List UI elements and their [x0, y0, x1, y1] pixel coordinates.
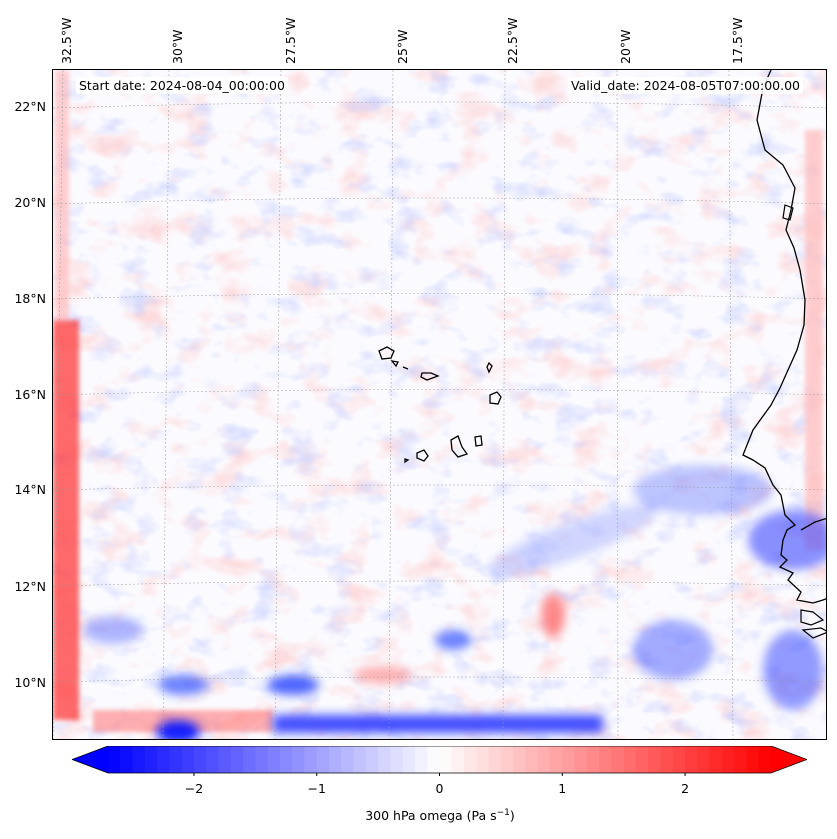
colorbar-segment — [635, 746, 649, 773]
africa-coastline — [742, 70, 826, 604]
colorbar-label-suffix: ) — [509, 808, 515, 824]
colorbar-label-exponent: −1 — [496, 808, 510, 818]
longitude-label: 17.5°W — [730, 17, 745, 64]
longitude-label: 20°W — [618, 29, 633, 64]
colorbar-segment — [218, 746, 232, 773]
colorbar-segment — [243, 746, 256, 773]
colorbar-segment — [181, 746, 195, 773]
colorbar-segment — [611, 746, 625, 773]
colorbar-segment — [672, 746, 686, 773]
colorbar-segment — [513, 746, 527, 773]
colorbar-segment — [623, 746, 637, 773]
colorbar-segment — [427, 746, 441, 773]
longitude-label: 25°W — [395, 29, 410, 64]
colorbar-segment — [697, 746, 711, 773]
longitude-label: 32.5°W — [59, 17, 74, 64]
colorbar-tick-label: 0 — [435, 781, 444, 796]
colorbar-label: 300 hPa omega (Pa s−1) — [0, 808, 837, 823]
map-panel — [52, 69, 827, 740]
valid-date-label: Valid_date: 2024-08-05T07:00:00.00 — [567, 77, 803, 94]
colorbar-extend-min — [72, 746, 109, 773]
latitude-label: 14°N — [14, 482, 46, 497]
colorbar-segment — [464, 746, 477, 773]
colorbar-segment — [709, 746, 723, 773]
colorbar-segment — [414, 746, 428, 773]
colorbar-segment — [353, 746, 367, 773]
colorbar-segment — [734, 746, 748, 773]
colorbar-segment — [144, 746, 158, 773]
latitude-label: 10°N — [14, 675, 46, 690]
colorbar-segment — [157, 746, 170, 773]
colorbar-segment — [108, 746, 121, 773]
colorbar-segment — [341, 746, 355, 773]
start-date-label: Start date: 2024-08-04_00:00:00 — [76, 77, 288, 94]
latitude-label: 22°N — [14, 99, 46, 114]
colorbar-segment — [316, 746, 330, 773]
colorbar-segment — [648, 746, 662, 773]
longitude-label: 30°W — [170, 29, 185, 64]
colorbar-segment — [193, 746, 207, 773]
latitude-label: 18°N — [14, 291, 46, 306]
colorbar-segment — [451, 746, 465, 773]
colorbar-segment — [574, 746, 588, 773]
cape-verde-islands — [378, 346, 502, 464]
longitude-label: 27.5°W — [283, 17, 298, 64]
colorbar-segment — [120, 746, 134, 773]
colorbar-label-text: 300 hPa omega (Pa s — [365, 808, 497, 824]
colorbar-segment — [132, 746, 146, 773]
graticule — [53, 70, 826, 739]
colorbar-extend-max — [770, 746, 807, 773]
colorbar-segment — [329, 746, 342, 773]
colorbar-segment — [402, 746, 416, 773]
coastal-islands — [782, 204, 826, 639]
colorbar-segment — [279, 746, 293, 773]
colorbar-segment — [758, 746, 772, 773]
colorbar-segment — [378, 746, 391, 773]
colorbar-segment — [586, 746, 600, 773]
latitude-label: 20°N — [14, 195, 46, 210]
omega-field — [53, 70, 826, 739]
colorbar-outline — [72, 746, 807, 774]
colorbar-segment — [206, 746, 220, 773]
colorbar-segment — [230, 746, 244, 773]
colorbar-segment — [169, 746, 183, 773]
colorbar-segment — [476, 746, 490, 773]
latitude-label: 16°N — [14, 387, 46, 402]
colorbar-tick-label: 2 — [681, 781, 690, 796]
colorbar-segment — [255, 746, 269, 773]
colorbar-segment — [599, 746, 612, 773]
omega-field-map — [53, 70, 826, 739]
colorbar-tick-label: 1 — [558, 781, 567, 796]
colorbar-segment — [525, 746, 539, 773]
colorbar-segment — [390, 746, 404, 773]
colorbar-segment — [685, 746, 698, 773]
colorbar-segment — [721, 746, 735, 773]
colorbar-segment — [304, 746, 318, 773]
colorbar — [72, 746, 807, 776]
colorbar-segment — [365, 746, 379, 773]
colorbar-segment — [660, 746, 674, 773]
colorbar-segment — [500, 746, 514, 773]
colorbar-segment — [537, 746, 551, 773]
latitude-label: 12°N — [14, 579, 46, 594]
colorbar-segment — [562, 746, 576, 773]
colorbar-segment — [488, 746, 502, 773]
colorbar-segment — [439, 746, 453, 773]
colorbar-segment — [550, 746, 563, 773]
colorbar-segment — [267, 746, 281, 773]
colorbar-segment — [292, 746, 306, 773]
longitude-label: 22.5°W — [505, 17, 520, 64]
colorbar-tick-label: −1 — [307, 781, 326, 796]
colorbar-segment — [746, 746, 760, 773]
colorbar-tick-label: −2 — [184, 781, 204, 796]
